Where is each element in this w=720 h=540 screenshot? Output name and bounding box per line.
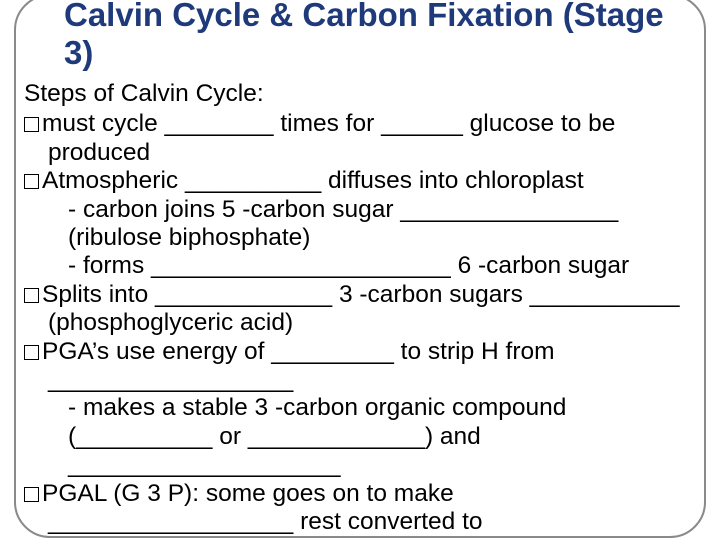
bullet-4: PGA’s use energy of _________ to strip H… (24, 338, 696, 395)
bullet-2-sub-b: - forms ______________________ 6 -carbon… (24, 252, 696, 280)
checkbox-icon (24, 345, 39, 360)
bullet-2-text: Atmospheric __________ diffuses into chl… (42, 167, 584, 194)
bullet-3: Splits into _____________ 3 -carbon suga… (24, 281, 696, 338)
bullet-2: Atmospheric __________ diffuses into chl… (24, 167, 696, 195)
bullet-5-text: PGAL (G 3 P): some goes on to make _____… (42, 480, 483, 535)
checkbox-icon (24, 487, 39, 502)
bullet-5: PGAL (G 3 P): some goes on to make _____… (24, 480, 696, 537)
checkbox-icon (24, 174, 39, 189)
bullet-4-text: PGA’s use energy of _________ to strip H… (42, 338, 555, 393)
body-text: Steps of Calvin Cycle: must cycle ______… (24, 80, 696, 537)
bullet-1: must cycle ________ times for ______ glu… (24, 110, 696, 167)
steps-heading: Steps of Calvin Cycle: (24, 80, 696, 108)
bullet-4-sub-a: - makes a stable 3 -carbon organic compo… (24, 394, 696, 479)
checkbox-icon (24, 288, 39, 303)
bullet-3-text: Splits into _____________ 3 -carbon suga… (42, 281, 680, 336)
checkbox-icon (24, 117, 39, 132)
bullet-2-sub-a: - carbon joins 5 -carbon sugar _________… (24, 196, 696, 253)
slide: Calvin Cycle & Carbon Fixation (Stage 3)… (0, 0, 720, 540)
bullet-1-text: must cycle ________ times for ______ glu… (42, 110, 615, 165)
slide-title: Calvin Cycle & Carbon Fixation (Stage 3) (64, 0, 684, 72)
